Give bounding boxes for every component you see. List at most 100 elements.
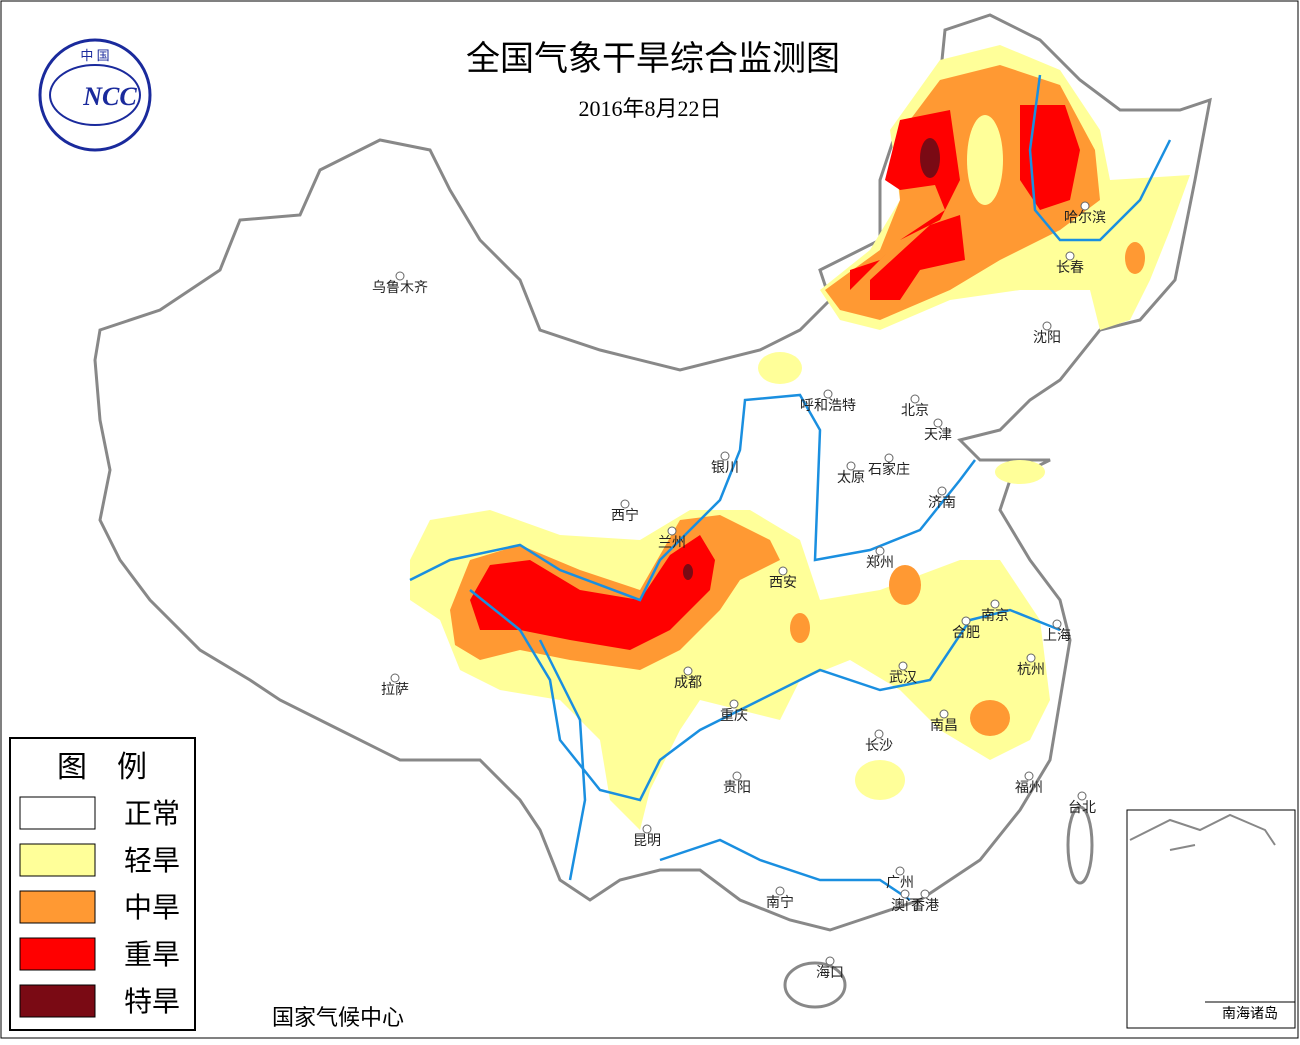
city-marker xyxy=(825,956,835,966)
city-marker xyxy=(920,889,930,899)
city-label: 乌鲁木齐 xyxy=(372,280,428,296)
area-extreme xyxy=(920,138,940,178)
city-label: 呼和浩特 xyxy=(800,398,856,414)
city-marker xyxy=(1024,771,1034,781)
legend-title: 图 例 xyxy=(57,751,147,784)
river xyxy=(1028,74,1172,242)
footer: 国家气候中心 xyxy=(272,1005,404,1030)
city-marker xyxy=(778,566,788,576)
city-marker xyxy=(875,546,885,556)
city-label: 天津 xyxy=(924,427,952,443)
city-label: 杭州 xyxy=(1017,662,1045,678)
title: 全国气象干旱综合监测图 xyxy=(466,40,840,78)
city-marker xyxy=(1077,791,1087,801)
logo-text: NCC xyxy=(82,82,137,111)
area-severe xyxy=(470,535,715,650)
area-light xyxy=(758,352,802,384)
city-marker xyxy=(846,461,856,471)
city-marker xyxy=(775,886,785,896)
area-light xyxy=(995,460,1045,484)
city-marker xyxy=(990,599,1000,609)
city-label: 西安 xyxy=(769,575,797,591)
legend-swatch xyxy=(19,984,96,1018)
city-label: 澳门 xyxy=(891,898,919,914)
city-label: 海口 xyxy=(816,965,844,981)
city-label: 重庆 xyxy=(720,708,748,724)
city-label: 哈尔滨 xyxy=(1064,210,1106,226)
area-light xyxy=(855,760,905,800)
city-label: 北京 xyxy=(901,403,929,419)
logo-globe xyxy=(49,64,141,126)
city-label: 福州 xyxy=(1015,780,1043,796)
city-marker xyxy=(884,453,894,463)
city-label: 太原 xyxy=(837,470,865,486)
river xyxy=(469,589,1061,802)
city-marker xyxy=(1052,619,1062,629)
city-label: 上海 xyxy=(1043,628,1071,644)
city-label: 香港 xyxy=(911,898,939,914)
city-marker xyxy=(823,389,833,399)
inset-label: 南海诸岛 xyxy=(1222,1006,1278,1022)
city-marker xyxy=(910,394,920,404)
city-marker xyxy=(1065,251,1075,261)
hainan xyxy=(783,961,847,1009)
legend-swatch xyxy=(19,843,96,877)
city-label: 银川 xyxy=(711,460,739,476)
city-marker xyxy=(720,451,730,461)
city-marker xyxy=(620,499,630,509)
taiwan xyxy=(1066,805,1094,885)
city-marker xyxy=(937,486,947,496)
city-marker xyxy=(898,661,908,671)
area-moderate xyxy=(970,700,1010,736)
area-moderate xyxy=(889,565,921,605)
city-marker xyxy=(939,709,949,719)
city-marker xyxy=(933,418,943,428)
river xyxy=(409,393,976,602)
city-marker xyxy=(642,824,652,834)
city-label: 郑州 xyxy=(866,555,894,571)
river xyxy=(538,639,587,881)
city-marker xyxy=(395,271,405,281)
city-marker xyxy=(390,673,400,683)
city-label: 南京 xyxy=(981,608,1009,624)
city-marker xyxy=(732,771,742,781)
city-label: 昆明 xyxy=(633,834,661,849)
legend-label: 特旱 xyxy=(124,986,180,1018)
city-label: 拉萨 xyxy=(381,682,409,698)
city-marker xyxy=(961,616,971,626)
area-moderate xyxy=(1125,242,1145,274)
city-marker xyxy=(683,666,693,676)
legend-swatch xyxy=(19,796,96,830)
logo: 中 国 NCC xyxy=(38,38,152,152)
city-marker xyxy=(1080,201,1090,211)
area-severe xyxy=(850,105,1080,300)
city-label: 长沙 xyxy=(865,738,893,754)
city-label: 台北 xyxy=(1068,800,1096,816)
legend-box xyxy=(9,737,196,1031)
legend-label: 重旱 xyxy=(124,939,180,971)
city-label: 石家庄 xyxy=(868,461,910,478)
city-marker xyxy=(895,866,905,876)
city-marker xyxy=(1026,653,1036,663)
legend-label: 中旱 xyxy=(124,892,180,924)
city-label: 广州 xyxy=(886,875,914,891)
area-moderate xyxy=(790,613,810,643)
city-label: 成都 xyxy=(674,675,702,691)
legend-swatch xyxy=(19,890,96,924)
area-light xyxy=(967,115,1003,205)
city-label: 兰州 xyxy=(658,535,686,551)
date: 2016年8月22日 xyxy=(578,96,721,121)
city-label: 长春 xyxy=(1056,260,1084,276)
city-label: 西宁 xyxy=(611,507,639,524)
logo-top: 中 国 xyxy=(80,48,109,63)
legend-label: 轻旱 xyxy=(124,845,180,877)
city-marker xyxy=(874,729,884,739)
river xyxy=(659,838,911,902)
city-label: 南宁 xyxy=(766,894,794,911)
city-marker xyxy=(900,889,910,899)
inset-coast xyxy=(1129,813,1276,851)
legend-swatch xyxy=(19,937,96,971)
